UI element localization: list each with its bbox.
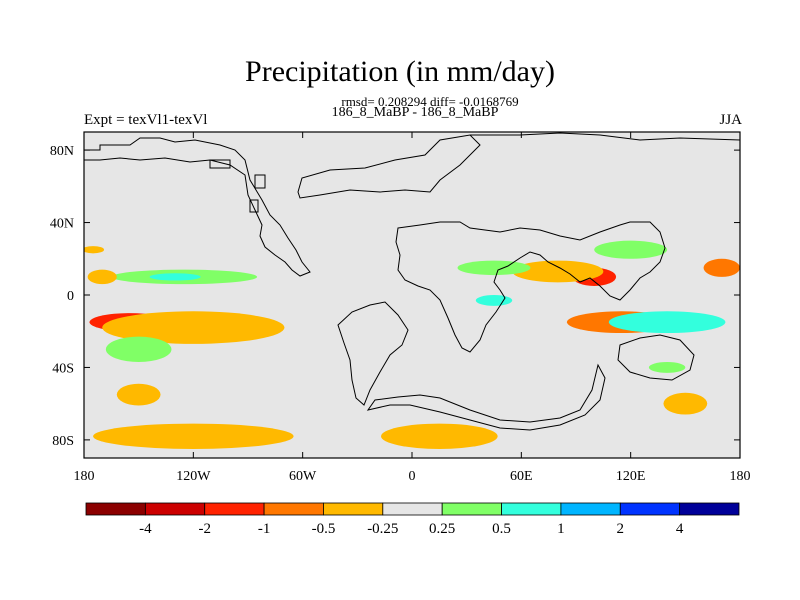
x-tick-label: 180 (74, 469, 95, 484)
colorbar-swatch-0 (85, 502, 146, 516)
colorbar-swatch-9 (619, 502, 681, 516)
x-tick-label: 120W (176, 469, 211, 484)
anomaly-region-17 (703, 258, 740, 277)
colorbar-swatch-4 (323, 502, 384, 516)
colorbar-label: -2 (198, 521, 211, 537)
x-tick-label: 120E (616, 469, 646, 484)
colorbar-label: 0.5 (492, 521, 511, 537)
anomaly-region-19 (648, 362, 686, 373)
y-tick-label: 80N (50, 144, 74, 159)
colorbar: -4 -2 -1 -0.5 -0.25 0.25 0.5 1 2 4 (85, 502, 740, 537)
anomaly-region-3 (116, 383, 161, 406)
colorbar-label: -0.5 (312, 521, 336, 537)
colorbar-label: 1 (557, 521, 565, 537)
anomaly-region-11 (608, 311, 726, 334)
x-tick-label: 180 (730, 469, 751, 484)
anomaly-region-18 (663, 392, 708, 415)
anomaly-region-14 (594, 240, 668, 259)
season-label: JJA (719, 112, 742, 128)
x-tick-label: 0 (409, 469, 416, 484)
colorbar-label: -0.25 (367, 521, 398, 537)
anomaly-region-16 (475, 295, 513, 306)
anomaly-region-1 (102, 311, 285, 344)
colorbar-label: -4 (139, 521, 152, 537)
colorbar-label: 2 (617, 521, 625, 537)
anomaly-region-2 (105, 336, 172, 363)
y-tick-label: 40S (52, 361, 74, 376)
anomaly-region-9 (381, 423, 498, 449)
colorbar-label: 4 (676, 521, 684, 537)
colorbar-swatch-5 (382, 502, 443, 516)
y-tick-label: 80S (52, 434, 74, 449)
experiment-label: Expt = texVl1-texVl (84, 112, 208, 128)
anomaly-region-15 (457, 260, 531, 276)
x-axis-ticks: 180 120W 60W 0 60E 120E 180 (74, 132, 751, 484)
colorbar-swatch-2 (204, 502, 265, 516)
anomaly-region-6 (149, 273, 201, 281)
chart-subtitle-stats: rmsd= 0.208294 diff= -0.0168769 (341, 94, 519, 109)
y-axis-ticks: 80N 40N 0 40S 80S (50, 144, 740, 449)
anomaly-region-13 (512, 260, 604, 283)
chart-subtitle-runs: 186_8_MaBP - 186_8_MaBP (331, 105, 499, 120)
coastline (84, 132, 740, 431)
plot-background (84, 132, 740, 458)
colorbar-label: 0.25 (429, 521, 455, 537)
colorbar-swatch-1 (144, 502, 206, 516)
chart-title: Precipitation (in mm/day) (245, 55, 555, 88)
colorbar-swatch-10 (679, 502, 740, 516)
x-tick-label: 60E (510, 469, 533, 484)
colorbar-swatch-8 (560, 502, 621, 516)
y-tick-label: 40N (50, 217, 74, 232)
y-tick-label: 0 (67, 289, 74, 304)
colorbar-label: -1 (258, 521, 271, 537)
anomaly-layer (84, 240, 740, 449)
colorbar-swatch-7 (501, 502, 562, 516)
colorbar-swatch-6 (441, 502, 502, 516)
x-tick-label: 60W (289, 469, 317, 484)
colorbar-swatch-3 (263, 502, 324, 516)
anomaly-region-7 (87, 269, 117, 285)
anomaly-region-4 (93, 423, 294, 449)
anomaly-region-8 (84, 246, 105, 254)
